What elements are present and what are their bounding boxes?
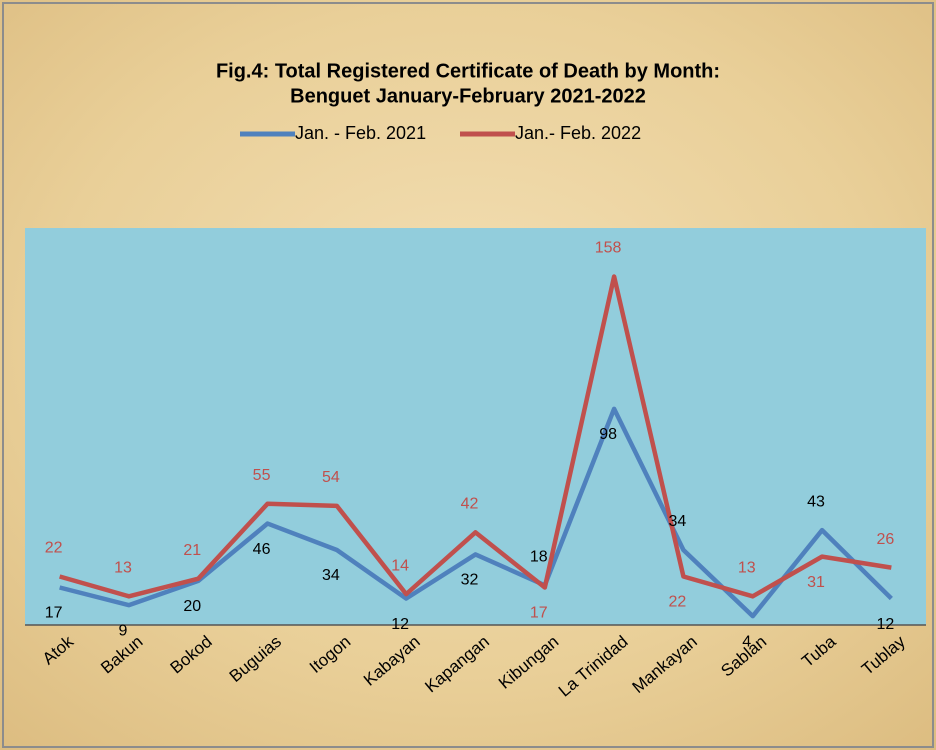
data-label: 46	[253, 541, 271, 558]
data-label: 22	[45, 540, 63, 557]
data-label: 98	[599, 426, 617, 443]
legend-label: Jan. - Feb. 2021	[295, 123, 426, 143]
data-label: 20	[183, 598, 201, 615]
data-label: 17	[530, 605, 548, 622]
data-label: 26	[876, 531, 894, 548]
data-label: 13	[114, 560, 132, 577]
data-label: 158	[595, 240, 622, 257]
data-label: 14	[391, 557, 409, 574]
legend-label: Jan.- Feb. 2022	[515, 123, 641, 143]
data-label: 34	[669, 513, 687, 530]
series-line	[59, 274, 892, 599]
data-label: 12	[876, 616, 894, 633]
data-label: 31	[807, 574, 825, 591]
data-label: 21	[183, 542, 201, 559]
data-label: 32	[461, 572, 479, 589]
data-label: 13	[738, 560, 756, 577]
data-label: 17	[45, 605, 63, 622]
data-label: 42	[461, 496, 479, 513]
data-label: 18	[530, 549, 548, 566]
chart-title: Fig.4: Total Registered Certificate of D…	[216, 60, 720, 82]
data-label: 9	[119, 622, 128, 639]
data-label: 12	[391, 616, 409, 633]
data-label: 54	[322, 469, 340, 486]
chart-title: Benguet January-February 2021-2022	[290, 85, 646, 107]
plot-area	[25, 228, 926, 625]
data-label: 55	[253, 467, 271, 484]
data-label: 4	[742, 633, 751, 650]
data-label: 22	[669, 594, 687, 611]
data-label: 43	[807, 493, 825, 510]
data-label: 34	[322, 567, 340, 584]
